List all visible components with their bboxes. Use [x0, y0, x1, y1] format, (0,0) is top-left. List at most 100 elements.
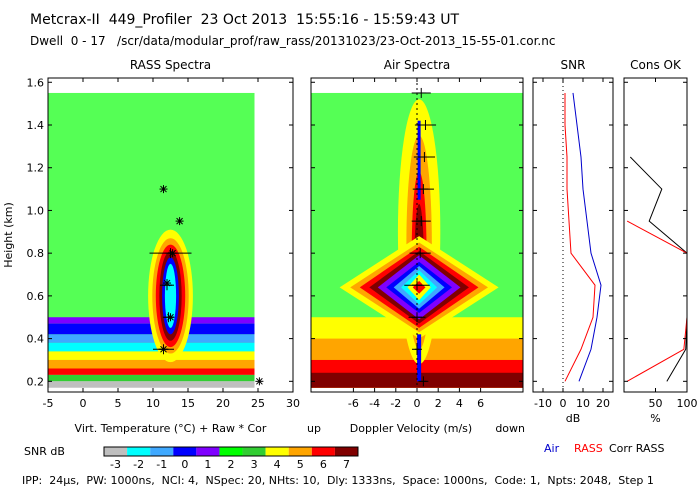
y-tick-label: 0.6 [27, 290, 45, 303]
colorbar-cell [104, 447, 128, 456]
cons-ok-panel: 50 100 Cons OK% [623, 58, 698, 425]
contour-band [48, 381, 255, 388]
y-tick-label: 0.4 [27, 333, 45, 346]
cor-marker [163, 279, 171, 287]
contour-band [311, 372, 523, 388]
colorbar-cell [219, 447, 243, 456]
y-tick-label: 0.2 [27, 375, 45, 388]
contour-band [48, 342, 255, 352]
colorbar-tick-label: -3 [110, 458, 121, 471]
cor-marker [256, 377, 263, 385]
x-tick-label: -10 [534, 397, 552, 410]
cons-series-line [629, 156, 688, 382]
legend-rass: RASS [574, 442, 603, 455]
plot-frame [47, 77, 294, 393]
y-tick-label: 1.2 [27, 162, 45, 175]
down-label: down [495, 422, 525, 435]
colorbar-cell [288, 447, 312, 456]
contour-band [48, 359, 255, 369]
x-tick-label: 0 [80, 397, 87, 410]
panel-title: RASS Spectra [130, 58, 211, 72]
y-tick-label: 1.0 [27, 204, 45, 217]
colorbar-tick-label: 4 [274, 458, 281, 471]
cor-marker [176, 217, 183, 225]
plot-frame [623, 77, 688, 393]
colorbar-cell [311, 447, 335, 456]
y-tick-label: 0.8 [27, 247, 45, 260]
x-tick-label: 30 [286, 397, 300, 410]
colorbar-frame [103, 446, 359, 457]
x-tick-label: 10 [146, 397, 160, 410]
contour-band [412, 280, 426, 294]
snr-panel: -10 0 10 20 SNR dB [532, 58, 614, 425]
plot-frame [532, 77, 614, 393]
legend: Air RASS Corr RASS [544, 442, 664, 455]
up-label: up [307, 422, 321, 435]
rass-spectra-panel: RASS Spectra 0.2 0.4 0.6 0.8 1.0 1.2 1.4 1.6 -5 0 5… [2, 58, 300, 435]
contour-band [417, 120, 421, 200]
x-tick-label: 5 [115, 397, 122, 410]
panel-title: Cons OK [630, 58, 682, 72]
x-axis-label: % [650, 412, 660, 425]
x-tick-label: 20 [596, 397, 610, 410]
legend-corr-rass: Corr RASS [609, 442, 664, 455]
x-tick-label: 100 [677, 397, 698, 410]
y-axis-label: Height (km) [2, 202, 15, 268]
colorbar-label: SNR dB [24, 445, 65, 458]
dwell-info: Dwell 0 - 17 /scr/data/modular_prof/raw_… [30, 34, 556, 48]
colorbar-tick-label: 7 [343, 458, 350, 471]
legend-air: Air [544, 442, 560, 455]
contour-band [164, 263, 177, 328]
contour-band [48, 374, 255, 382]
x-axis-label: Virt. Temperature (°C) + Raw * Cor [75, 422, 267, 435]
snr-colorbar: SNR dB -3 -2 -1 0 1 2 3 4 5 6 7 [24, 445, 359, 471]
x-axis-label: Doppler Velocity (m/s) [350, 422, 472, 435]
x-tick-label: -2 [390, 397, 401, 410]
x-tick-label: 20 [216, 397, 230, 410]
colorbar-tick-label: 1 [204, 458, 211, 471]
colorbar-tick-label: 2 [228, 458, 235, 471]
x-tick-label: 0 [414, 397, 421, 410]
colorbar-cell [127, 447, 151, 456]
colorbar-tick-label: 0 [181, 458, 188, 471]
air-spectra-panel: Air Spectra -6 -4 -2 0 2 4 6 Doppler Velocity (m… [307, 58, 525, 435]
x-tick-label: 15 [181, 397, 195, 410]
colorbar-cell [150, 447, 174, 456]
x-tick-label: 2 [435, 397, 442, 410]
colorbar-cell [173, 447, 197, 456]
colorbar-tick-label: -2 [133, 458, 144, 471]
x-tick-label: 50 [649, 397, 663, 410]
cor-marker [169, 249, 176, 257]
y-tick-label: 1.6 [27, 76, 45, 89]
colorbar-tick-label: 6 [320, 458, 327, 471]
panel-title: SNR [561, 58, 586, 72]
x-tick-label: -4 [369, 397, 380, 410]
contour-band [48, 368, 255, 375]
snr-series-line [564, 92, 596, 382]
cor-marker [160, 185, 167, 193]
x-tick-label: 6 [477, 397, 484, 410]
x-tick-label: -6 [348, 397, 359, 410]
y-tick-label: 1.4 [27, 119, 45, 132]
colorbar-tick-label: -1 [156, 458, 167, 471]
contour-band [48, 351, 255, 360]
cor-marker [167, 313, 174, 321]
panel-title: Air Spectra [384, 58, 451, 72]
colorbar-tick-label: 5 [297, 458, 304, 471]
contour-band [417, 334, 422, 382]
contour-band [48, 334, 255, 343]
x-tick-label: 25 [251, 397, 265, 410]
colorbar-cell [196, 447, 220, 456]
x-tick-label: -5 [43, 397, 54, 410]
colorbar-cell [242, 447, 266, 456]
x-tick-label: 0 [560, 397, 567, 410]
snr-series-line [572, 92, 602, 382]
x-axis-label: dB [566, 412, 581, 425]
colorbar-tick-label: 3 [251, 458, 258, 471]
cor-marker [160, 345, 167, 353]
colorbar-cell [265, 447, 289, 456]
radar-parameters: IPP: 24μs, PW: 1000ns, NCI: 4, NSpec: 20… [22, 474, 654, 487]
x-tick-label: 4 [456, 397, 463, 410]
x-tick-label: 10 [576, 397, 590, 410]
